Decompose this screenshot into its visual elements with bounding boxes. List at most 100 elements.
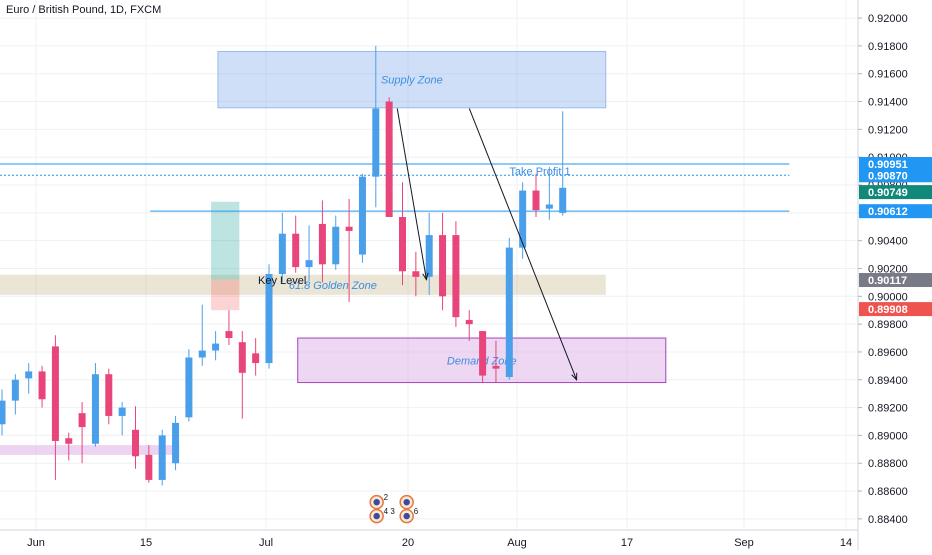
x-tick-label: Sep: [734, 537, 754, 549]
y-tick-label: 0.89400: [868, 375, 908, 387]
price-tag: [859, 157, 932, 172]
candle-body: [305, 260, 313, 268]
candle-body: [11, 379, 19, 401]
x-tick-label: Jun: [27, 537, 45, 549]
zone-label-supply: Supply Zone: [381, 75, 443, 87]
candle-body: [465, 319, 473, 325]
projection-arrow-line: [468, 108, 578, 380]
y-tick-label: 0.89600: [868, 347, 908, 359]
candle-body: [492, 365, 500, 369]
y-tick-label: 0.91200: [868, 124, 908, 136]
candle-body: [412, 271, 420, 277]
candle-body: [78, 413, 86, 428]
candle-body: [318, 223, 326, 265]
candle-body: [265, 274, 273, 364]
candle-body: [292, 233, 300, 268]
x-tick-label: 14: [840, 537, 852, 549]
candle-body: [51, 346, 59, 441]
candle-body: [198, 350, 206, 358]
candle-body: [105, 374, 113, 416]
price-tag: [859, 168, 932, 183]
y-tick-label: 0.88400: [868, 514, 908, 526]
projection-arrow-line: [396, 108, 427, 280]
candle-body: [479, 331, 487, 376]
x-tick-label: 20: [402, 537, 414, 549]
x-tick-label: 17: [621, 537, 633, 549]
candle-body: [0, 400, 6, 425]
candle-body: [278, 233, 286, 275]
candle-body: [532, 190, 540, 211]
y-tick-label: 0.91800: [868, 41, 908, 53]
price-tag: [859, 273, 932, 288]
candle-body: [399, 217, 406, 272]
price-tag-label: 0.90117: [868, 275, 907, 287]
candle-body: [25, 371, 33, 379]
y-tick-label: 0.91600: [868, 69, 908, 81]
projection-arrow-head: [422, 272, 429, 281]
event-icon-inner: [373, 512, 380, 520]
price-tag: [859, 185, 932, 200]
event-icon-label: 2: [384, 493, 389, 502]
price-tag-label: 0.90749: [868, 187, 908, 199]
y-tick-label: 0.89000: [868, 430, 908, 442]
price-tag: [859, 302, 932, 317]
y-tick-label: 0.89200: [868, 403, 908, 415]
x-tick-label: Jul: [259, 537, 273, 549]
x-tick-label: 15: [140, 537, 152, 549]
x-tick-label: Aug: [507, 537, 527, 549]
price-tag-label: 0.90951: [868, 159, 908, 171]
candle-body: [358, 176, 366, 255]
zone-label-golden: 61.8 Golden Zone: [289, 280, 377, 292]
position-target-box: [211, 201, 240, 280]
price-tag-label: 0.90612: [868, 206, 908, 218]
y-tick-label: 0.92000: [868, 13, 908, 25]
candle-body: [519, 190, 527, 248]
candle-body: [332, 226, 340, 265]
price-tag-label: 0.90870: [868, 170, 908, 182]
zone-supply: [217, 50, 607, 109]
candle-body: [91, 374, 99, 444]
candle-body: [345, 226, 353, 231]
candle-body: [372, 108, 380, 177]
event-icon-inner: [403, 498, 410, 506]
candle-body: [65, 438, 73, 444]
candle-body: [385, 101, 393, 218]
event-icon-inner: [373, 498, 380, 506]
y-tick-label: 0.90400: [868, 236, 908, 248]
candle-body: [212, 343, 220, 351]
candle-body: [118, 407, 126, 416]
price-tag-label: 0.89908: [868, 304, 908, 316]
event-icon-label: 4 3: [384, 507, 396, 516]
y-tick-label: 0.90000: [868, 291, 908, 303]
candle-body: [238, 342, 246, 373]
candle-body: [425, 235, 433, 277]
event-icon-inner: [403, 512, 410, 520]
position-stop-box: [211, 279, 240, 311]
y-tick-label: 0.90200: [868, 263, 908, 275]
event-icon-label: 6: [414, 507, 419, 516]
candle-body: [38, 371, 46, 400]
candle-body: [132, 429, 139, 457]
y-tick-label: 0.88600: [868, 486, 908, 498]
y-tick-label: 0.89800: [868, 319, 908, 331]
candle-body: [158, 435, 166, 480]
candle-body: [545, 204, 553, 209]
candle-body: [145, 454, 153, 480]
candle-body: [559, 187, 567, 213]
candle-body: [225, 331, 233, 339]
y-tick-label: 0.91400: [868, 97, 908, 109]
candle-body: [185, 357, 193, 418]
candle-body: [505, 247, 513, 377]
zone-old-demand: [0, 445, 180, 455]
level-label-take-profit: Take Profit 1: [509, 166, 570, 178]
candle-body: [172, 422, 180, 464]
y-tick-label: 0.88800: [868, 458, 908, 470]
chart-title: Euro / British Pound, 1D, FXCM: [6, 4, 162, 16]
candle-body: [439, 235, 447, 297]
price-tag: [859, 204, 932, 219]
projection-arrow-head: [571, 372, 578, 381]
candle-body: [452, 235, 460, 318]
candle-body: [252, 353, 260, 364]
